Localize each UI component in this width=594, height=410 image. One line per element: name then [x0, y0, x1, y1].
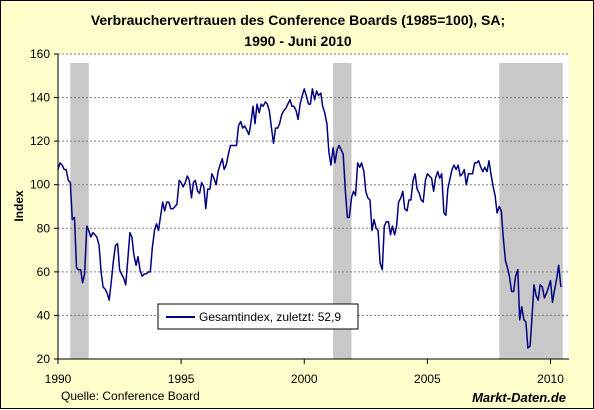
y-tick-label: 160 — [30, 47, 50, 61]
y-tick-label: 100 — [30, 178, 50, 192]
y-axis-title: Index — [12, 190, 26, 222]
chart-title-line-1: Verbrauchervertrauen des Conference Boar… — [91, 12, 505, 28]
y-tick-label: 60 — [37, 265, 51, 279]
legend-label: Gesamtindex, zuletzt: 52,9 — [199, 310, 341, 324]
series-layer — [57, 88, 562, 349]
x-tick-label: 1995 — [168, 372, 195, 386]
brand-label: Markt-Daten.de — [472, 390, 566, 405]
y-tick-label: 40 — [37, 308, 51, 322]
y-axis-ticks: 20 40 60 80 100 120 140 160 — [30, 47, 58, 366]
series-line-0 — [57, 88, 562, 349]
legend: Gesamtindex, zuletzt: 52,9 — [157, 303, 359, 330]
x-tick-label: 2010 — [537, 372, 564, 386]
recession-bands — [70, 63, 563, 359]
x-axis-ticks: 1990 1995 2000 2005 2010 — [45, 359, 564, 386]
y-tick-label: 140 — [30, 91, 50, 105]
y-tick-label: 20 — [37, 352, 51, 366]
y-tick-label: 120 — [30, 134, 50, 148]
x-tick-label: 2005 — [414, 372, 441, 386]
grid-lines — [58, 53, 569, 316]
source-note: Quelle: Conference Board — [61, 389, 200, 403]
recession-band-1 — [333, 63, 352, 359]
recession-band-0 — [70, 63, 89, 359]
x-tick-label: 2000 — [291, 372, 318, 386]
y-tick-label: 80 — [37, 221, 51, 235]
chart-title-line-2: 1990 - Juni 2010 — [244, 33, 352, 49]
recession-band-2 — [499, 63, 563, 359]
x-tick-label: 1990 — [45, 372, 72, 386]
